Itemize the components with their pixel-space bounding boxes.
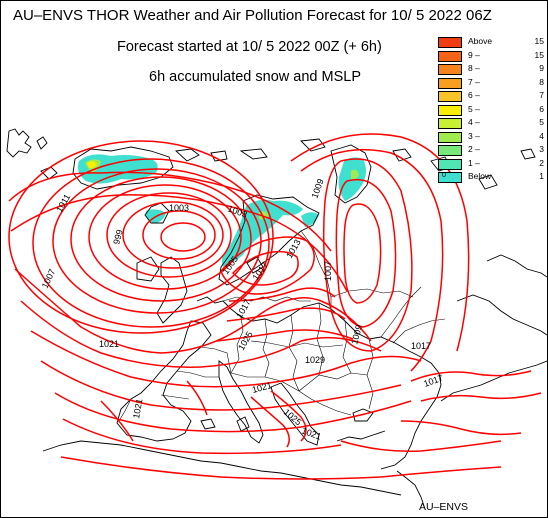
isobar-label: 1021: [251, 380, 273, 395]
legend-swatch: 0: [438, 172, 462, 183]
isobar-label: 1003: [169, 203, 189, 213]
legend-row: Above 15: [438, 36, 547, 50]
legend-range-start: 6 –: [468, 90, 480, 100]
legend-range-end: 9: [539, 63, 544, 73]
legend-swatch: [438, 37, 462, 48]
isobar-label: 1003: [226, 203, 248, 219]
legend-range-start: Above: [468, 36, 493, 46]
legend-label: 4 – 5: [468, 117, 546, 127]
legend-range-start: 2 –: [468, 144, 480, 154]
legend-range-end: 6: [539, 103, 544, 114]
legend-range-start: 5 –: [468, 103, 480, 114]
borders: [118, 230, 446, 422]
legend-label: 5 – 6: [468, 104, 546, 114]
snow-areas: [77, 154, 366, 267]
isobar-label: 1021: [131, 398, 144, 419]
legend-swatch: [438, 77, 462, 89]
legend-row: 0 Below 1: [438, 171, 547, 185]
isobar-label: 1021: [99, 339, 119, 349]
coastlines: [6, 128, 547, 510]
legend-range-end: 15: [534, 49, 544, 60]
legend-range-end: 7: [539, 90, 544, 100]
legend-label: Below 1: [468, 171, 546, 181]
legend-label: 3 – 4: [468, 131, 546, 141]
legend-range-end: 4: [539, 130, 544, 141]
page-title: AU–ENVS THOR Weather and Air Pollution F…: [13, 7, 492, 24]
legend-label: 7 – 8: [468, 77, 546, 87]
legend-row: 2 – 3: [438, 144, 547, 158]
legend-range-start: Below: [468, 171, 492, 181]
isobar-label: 1007: [323, 261, 333, 281]
isobar-label: 1029: [305, 355, 325, 365]
legend-swatch: [438, 145, 462, 156]
legend-range-start: 4 –: [468, 117, 480, 127]
legend-range-start: 9 –: [468, 49, 480, 60]
isobar-label: 1021: [300, 425, 322, 441]
legend-range-end: 8: [539, 76, 544, 87]
legend-range-end: 5: [539, 117, 544, 127]
credit-label: AU–ENVS: [419, 501, 469, 513]
legend-row: 1 – 2: [438, 158, 547, 172]
legend-range-start: 8 –: [468, 63, 480, 73]
legend-swatch: [438, 91, 462, 102]
isobar-labels: 1011 1003 999 1003 1007 1005 1017 1013 1…: [40, 177, 445, 441]
legend-label: 1 – 2: [468, 158, 546, 168]
forecast-start-line: Forecast started at 10/ 5 2022 00Z (+ 6h…: [117, 39, 382, 55]
legend-row: 8 – 9: [438, 63, 547, 77]
isobar-label: 1017: [422, 373, 444, 389]
isobar-label: 1017: [411, 341, 431, 351]
legend-range-end: 3: [539, 144, 544, 154]
legend-range-end: 2: [539, 157, 544, 168]
legend-range-start: 7 –: [468, 76, 480, 87]
legend-swatch: [438, 158, 462, 170]
legend-range-start: 3 –: [468, 130, 480, 141]
isobar-label: 999: [111, 228, 125, 245]
isobar-label: 1009: [309, 177, 325, 199]
legend-label: 8 – 9: [468, 63, 546, 73]
isobars: [8, 133, 542, 480]
legend-range-end: 15: [534, 36, 544, 46]
legend-label: 9 – 15: [468, 50, 546, 60]
legend-range-end: 1: [539, 171, 544, 181]
snow-yellow: [87, 161, 97, 169]
legend-row: 9 – 15: [438, 50, 547, 64]
legend-swatch: [438, 118, 462, 129]
legend-below-marker: 0: [442, 172, 446, 179]
legend-swatch: [438, 104, 462, 116]
legend-label: Above 15: [468, 36, 546, 46]
isobar-label: 1025: [282, 407, 304, 428]
isobar-label: 1007: [40, 267, 58, 289]
product-name: 6h accumulated snow and MSLP: [149, 69, 361, 85]
legend-label: 2 – 3: [468, 144, 546, 154]
legend-row: 4 – 5: [438, 117, 547, 131]
legend-swatch: [438, 50, 462, 62]
legend-row: 5 – 6: [438, 104, 547, 118]
legend-row: 3 – 4: [438, 131, 547, 145]
legend-range-start: 1 –: [468, 157, 480, 168]
legend-swatch: [438, 64, 462, 75]
legend-row: 6 – 7: [438, 90, 547, 104]
legend-swatch: [438, 131, 462, 143]
legend-label: 6 – 7: [468, 90, 546, 100]
legend-row: 7 – 8: [438, 77, 547, 91]
isobar-label: 1013: [284, 238, 303, 260]
